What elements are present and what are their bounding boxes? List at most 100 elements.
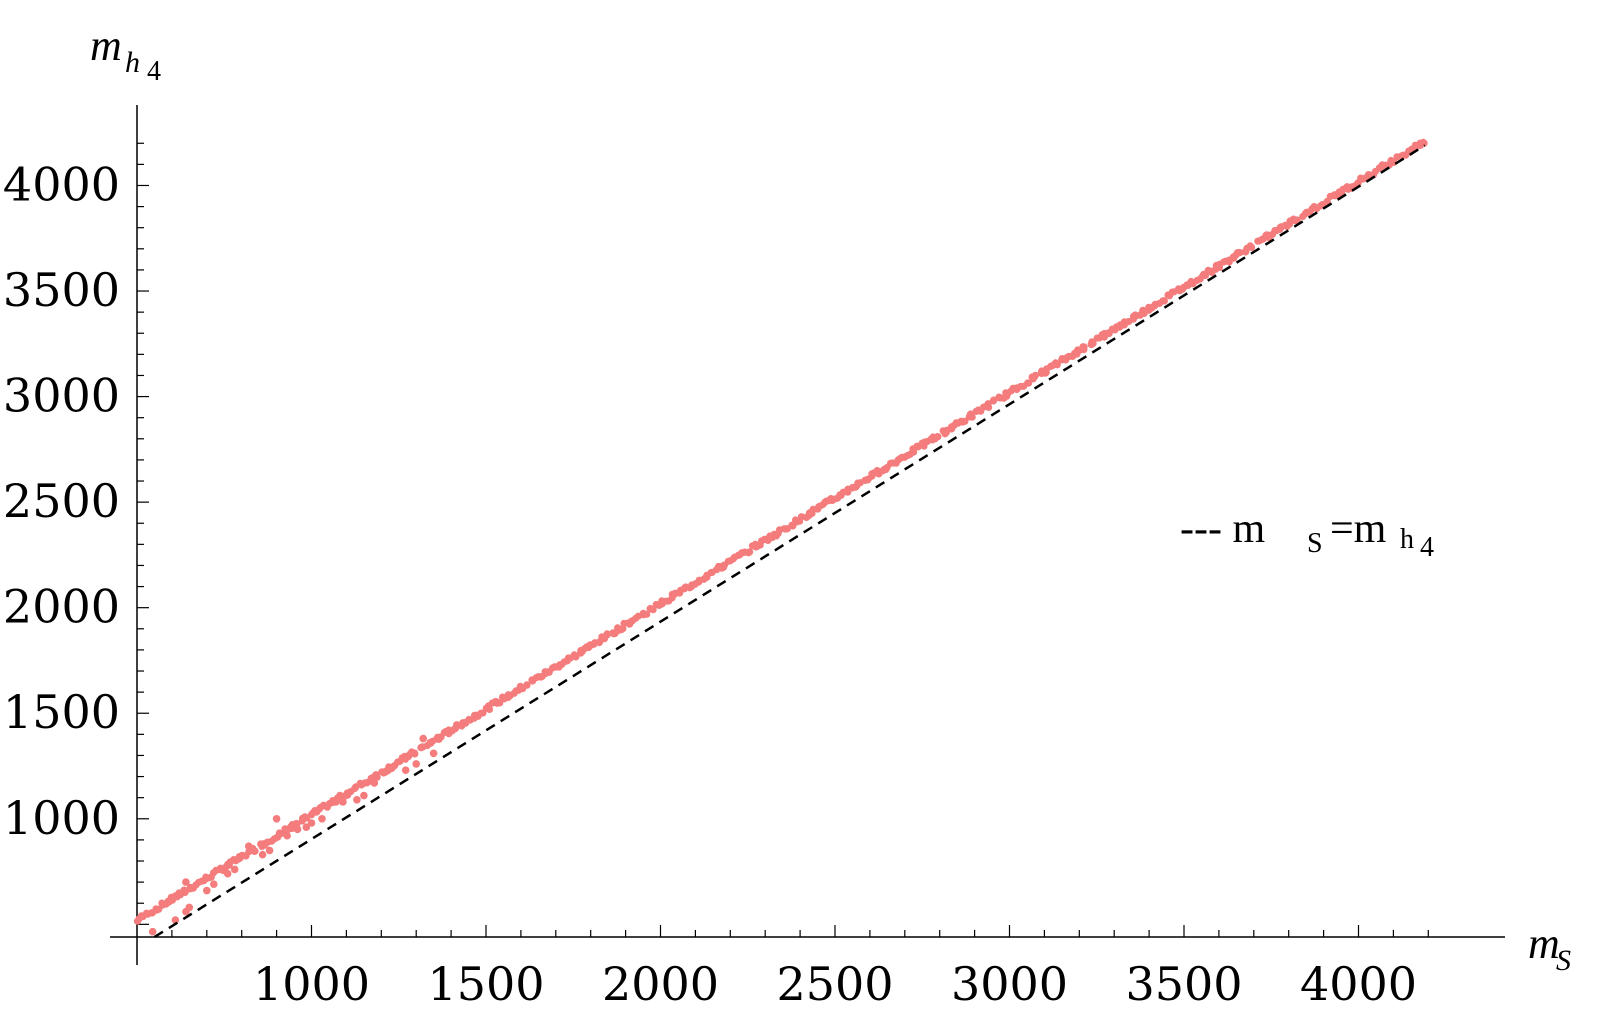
scatter-point <box>720 563 728 571</box>
scatter-point <box>185 903 194 912</box>
scatter-point <box>347 788 355 796</box>
scatter-point <box>921 438 929 446</box>
x-tick-label: 2000 <box>602 957 719 1011</box>
legend-sub3-text: 4 <box>1420 532 1434 563</box>
scatter-point <box>590 640 598 648</box>
x-tick-label: 1500 <box>427 957 544 1011</box>
y-axis-label-main: m <box>90 21 122 70</box>
scatter-point <box>649 606 657 614</box>
x-axis-label: m S <box>1528 919 1571 977</box>
scatter-point <box>272 815 281 823</box>
scatter-point <box>934 433 942 441</box>
scatter-point <box>268 837 276 845</box>
y-axis-label-subsub: 4 <box>147 56 161 87</box>
scatter-point <box>1236 249 1244 257</box>
scatter-point <box>910 448 918 456</box>
x-tick-label: 3500 <box>1125 957 1242 1011</box>
scatter-point <box>640 610 648 618</box>
scatter-point <box>523 681 531 689</box>
y-ticks: 1000 1500 2000 2500 3000 3500 4000 <box>3 142 149 925</box>
scatter-point <box>619 625 627 633</box>
scatter-point <box>210 880 218 888</box>
x-ticks: 1000 1500 2000 2500 3000 3500 4000 <box>171 925 1429 1011</box>
y-tick-label: 3000 <box>3 369 120 423</box>
scatter-point <box>1030 373 1038 381</box>
y-tick-label: 4000 <box>3 157 120 211</box>
scatter-point <box>234 855 242 863</box>
x-tick-label: 1000 <box>253 957 370 1011</box>
scatter-point <box>1024 379 1032 387</box>
scatter-point <box>429 749 438 758</box>
scatter-point <box>967 410 975 418</box>
scatter-point <box>499 693 507 701</box>
scatter-point <box>883 463 891 472</box>
scatter-point <box>394 758 402 766</box>
scatter-point <box>1193 276 1201 285</box>
scatter-point <box>603 631 611 639</box>
x-tick-label: 4000 <box>1300 957 1417 1011</box>
x-axis: 1000 1500 2000 2500 3000 3500 4000 <box>110 925 1505 1011</box>
scatter-point <box>230 865 239 874</box>
scatter-point <box>1042 369 1050 377</box>
scatter-point <box>293 825 302 834</box>
scatter-point <box>364 778 372 786</box>
scatter-point <box>796 517 804 525</box>
scatter-point <box>265 846 274 855</box>
x-axis-label-sub: S <box>1556 944 1571 977</box>
scatter-point <box>225 861 233 869</box>
scatter-point <box>318 815 326 823</box>
scatter-point <box>301 813 309 821</box>
scatter-point <box>1247 243 1256 251</box>
scatter-point <box>148 927 157 936</box>
scatter-point <box>332 798 340 806</box>
scatter-point <box>1364 171 1373 179</box>
y-tick-label: 3500 <box>3 263 120 317</box>
scatter-point <box>808 509 816 518</box>
scatter-point <box>1306 207 1314 216</box>
scatter-point <box>203 886 211 895</box>
scatter-point <box>182 878 190 886</box>
legend: --- m S =m h 4 <box>1180 506 1434 563</box>
legend-sub2-text: h <box>1400 524 1414 555</box>
scatter-point <box>816 502 824 510</box>
y-tick-label: 2000 <box>3 580 120 634</box>
scatter-point <box>401 766 410 774</box>
scatter-point <box>942 428 950 436</box>
scatter-point <box>844 488 852 496</box>
scatter-point <box>1139 306 1147 314</box>
scatter-point <box>1160 297 1168 305</box>
scatter-point <box>360 791 368 800</box>
scatter-point <box>401 755 409 763</box>
scatter-point <box>1088 338 1096 346</box>
scatter-point <box>707 569 715 577</box>
scatter-point <box>746 548 754 556</box>
scatter-point <box>292 819 300 828</box>
scatter-point <box>729 555 737 563</box>
scatter-point <box>1080 346 1088 354</box>
scatter-point <box>1419 138 1427 146</box>
reference-line <box>153 144 1426 939</box>
scatter-point <box>961 417 969 425</box>
y-axis-label-sub: h <box>125 46 140 79</box>
scatter-point <box>854 479 862 487</box>
scatter-point <box>477 709 485 717</box>
scatter-point <box>1105 329 1113 338</box>
scatter-point <box>258 850 267 859</box>
scatter-point <box>339 798 347 806</box>
scatter-point <box>283 831 291 840</box>
y-tick-label: 1500 <box>3 685 120 739</box>
scatter-point <box>1285 220 1294 228</box>
scatter-point <box>370 779 379 787</box>
scatter-point <box>1310 203 1318 211</box>
x-axis-label-main: m <box>1528 919 1560 968</box>
scatter-point <box>485 705 494 714</box>
y-axis: 1000 1500 2000 2500 3000 3500 4000 <box>3 105 149 965</box>
scatter-point <box>1053 361 1061 369</box>
reference-line-path <box>153 144 1426 939</box>
scatter-point <box>133 917 142 925</box>
scatter-point <box>564 654 573 662</box>
scatter-point <box>223 869 232 878</box>
scatter-point <box>435 735 443 744</box>
scatter-point <box>783 525 791 533</box>
